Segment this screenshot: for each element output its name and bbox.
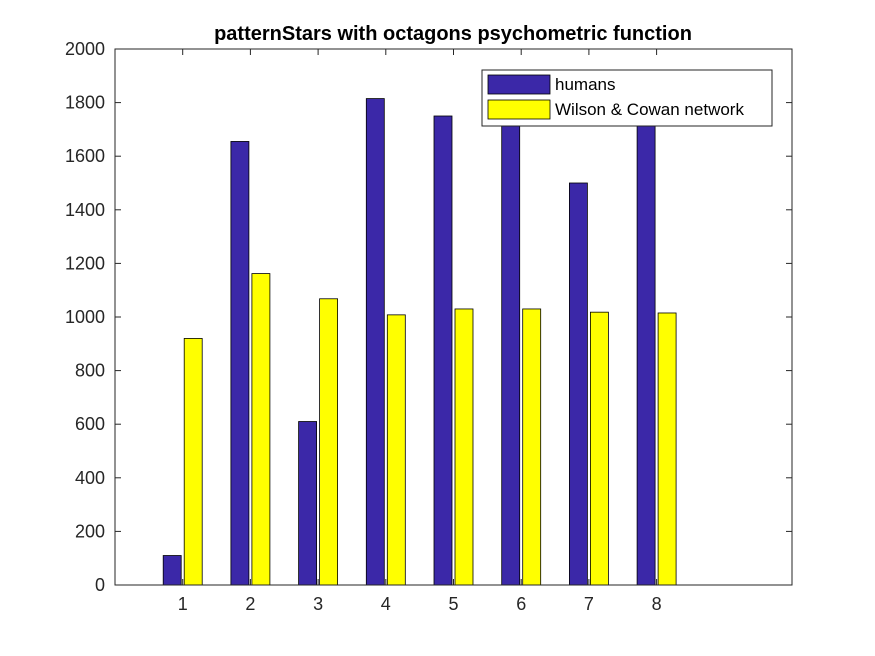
x-tick-label: 3 (313, 594, 323, 614)
bar-humans-6 (501, 119, 521, 586)
y-tick-label: 600 (75, 414, 105, 434)
bar-humans-8 (636, 122, 656, 586)
bar-network-5 (454, 308, 474, 586)
y-tick-label: 1400 (65, 200, 105, 220)
bar-network-1 (183, 338, 203, 586)
bar-humans-7 (569, 182, 588, 586)
y-tick-label: 400 (75, 468, 105, 488)
x-tick-label: 5 (448, 594, 458, 614)
y-tick-label: 200 (75, 521, 105, 541)
plot-area (115, 49, 792, 585)
bar-network-7 (590, 311, 609, 586)
y-tick-label: 1800 (65, 93, 105, 113)
x-tick-label: 7 (584, 594, 594, 614)
x-tick-label: 6 (516, 594, 526, 614)
bar-humans-2 (230, 141, 250, 586)
y-tick-label: 800 (75, 361, 105, 381)
legend: humans Wilson & Cowan network (481, 69, 773, 127)
plot-background (115, 49, 792, 585)
bar-humans-1 (162, 555, 182, 586)
legend-label: Wilson & Cowan network (555, 100, 744, 119)
bar-humans-4 (365, 98, 385, 586)
bar-humans-5 (433, 115, 453, 586)
x-tick-label: 2 (245, 594, 255, 614)
bar-network-8 (657, 312, 677, 586)
axes: 0 200 400 600 800 1000 1200 1400 1600 1800 2000 1 2 3… (65, 39, 793, 614)
bar-group (162, 98, 677, 586)
x-tick-label: 1 (178, 594, 188, 614)
bar-humans-3 (298, 421, 318, 586)
bar-network-2 (251, 273, 271, 586)
y-tick-label: 2000 (65, 39, 105, 59)
y-tick-label: 1000 (65, 307, 105, 327)
legend-label: humans (555, 75, 615, 94)
y-tick-label: 0 (95, 575, 105, 595)
legend-swatch (487, 99, 551, 120)
chart-title: patternStars with octagons psychometric … (214, 23, 692, 45)
bar-network-6 (522, 308, 542, 586)
y-tick-label: 1200 (65, 253, 105, 273)
x-tick-label: 8 (652, 594, 662, 614)
legend-swatch (487, 74, 551, 95)
y-tick-label: 1600 (65, 146, 105, 166)
bar-network-4 (386, 314, 406, 586)
bar-network-3 (319, 298, 339, 586)
x-tick-label: 4 (381, 594, 391, 614)
